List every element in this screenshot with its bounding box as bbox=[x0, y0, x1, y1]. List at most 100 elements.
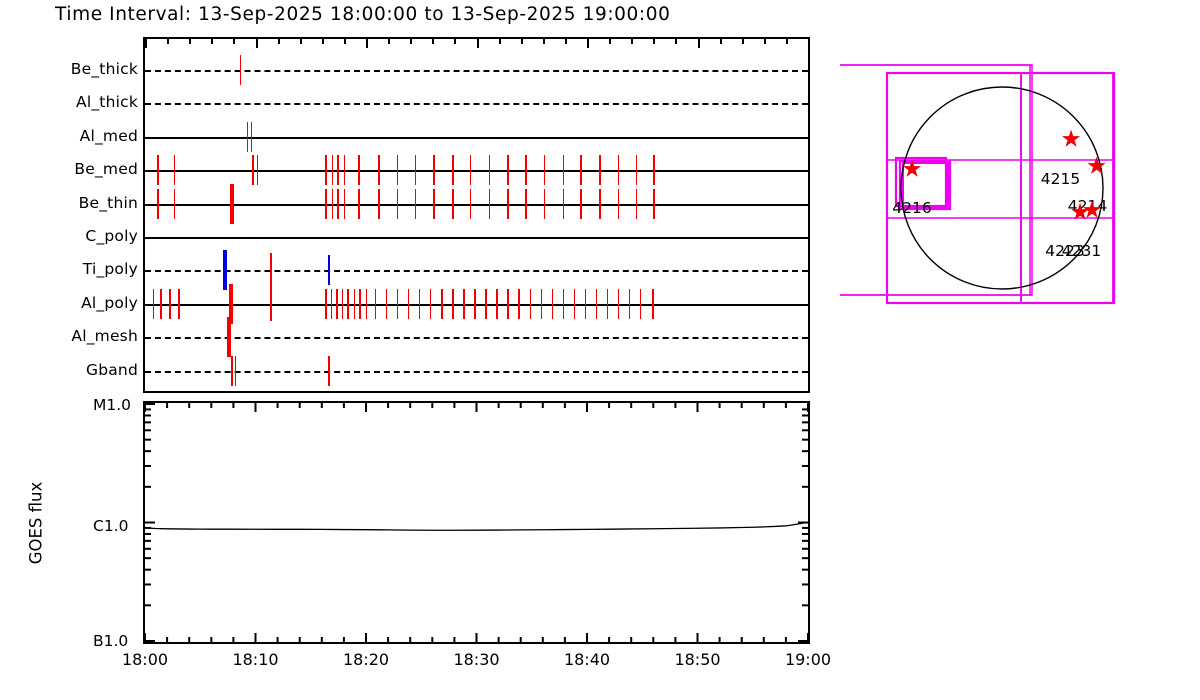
active-region-star-4231: ★ bbox=[1081, 197, 1103, 224]
filter-row-label-be_thin: Be_thin bbox=[78, 193, 138, 212]
filter-row-label-c_poly: C_poly bbox=[85, 227, 138, 245]
event-mark-be_thin bbox=[507, 188, 509, 219]
event-mark-al_mesh bbox=[226, 317, 231, 358]
event-mark-al_poly bbox=[396, 288, 399, 319]
event-mark-al_poly bbox=[419, 288, 421, 319]
goes-x-tick-6: 19:00 bbox=[784, 650, 832, 669]
filter-row-label-gband: Gband bbox=[85, 360, 138, 379]
goes-y-tick-0: M1.0 bbox=[93, 396, 132, 414]
event-mark-be_thin bbox=[157, 188, 159, 219]
page-title: Time Interval: 13-Sep-2025 18:00:00 to 1… bbox=[55, 4, 671, 25]
event-mark-be_med bbox=[252, 155, 254, 186]
event-mark-be_med bbox=[469, 155, 472, 186]
active-region-label-4231: 4231 bbox=[1061, 242, 1102, 261]
event-mark-be_thin bbox=[343, 188, 346, 219]
top-axis-tick bbox=[675, 39, 678, 44]
top-axis-tick bbox=[653, 39, 656, 44]
goes-x-tick-2: 18:20 bbox=[342, 650, 390, 669]
event-mark-be_thin bbox=[325, 188, 327, 219]
event-mark-be_thin bbox=[358, 188, 360, 219]
event-mark-be_med bbox=[378, 155, 380, 186]
goes-x-tick-5: 18:50 bbox=[674, 650, 721, 669]
event-mark-al_poly bbox=[374, 288, 377, 319]
event-mark-ti_poly bbox=[328, 255, 330, 286]
event-mark-be_thin bbox=[469, 188, 472, 219]
event-mark-al_poly bbox=[518, 288, 520, 319]
event-mark-be_med bbox=[331, 155, 334, 186]
active-region-star-4215: ★ bbox=[1060, 126, 1082, 153]
active-region-star-4216: ★ bbox=[901, 156, 923, 183]
event-mark-be_thin bbox=[580, 188, 582, 219]
event-mark-be_thin bbox=[337, 188, 339, 219]
event-mark-be_thin bbox=[635, 188, 637, 219]
top-axis-tick bbox=[631, 39, 634, 44]
filter-row-line-be_thin bbox=[145, 203, 808, 206]
top-axis-tick bbox=[454, 39, 457, 44]
top-axis-tick bbox=[697, 39, 700, 48]
event-mark-be_med bbox=[173, 155, 176, 186]
event-mark-be_med bbox=[358, 155, 360, 186]
solar-limb-circle bbox=[900, 86, 1104, 290]
event-mark-al_poly bbox=[407, 288, 410, 319]
solar-disk-graphic bbox=[835, 64, 1116, 305]
event-mark-al_poly bbox=[551, 288, 554, 319]
active-region-label-4223: 4223 bbox=[1045, 242, 1085, 261]
event-mark-al_med bbox=[251, 121, 253, 152]
event-mark-al_poly bbox=[529, 288, 531, 319]
top-axis-tick bbox=[321, 39, 324, 44]
event-mark-al_poly bbox=[169, 288, 171, 319]
top-axis-tick bbox=[432, 39, 435, 44]
active-region-label-4215: 4215 bbox=[1040, 169, 1081, 188]
event-mark-al_med bbox=[246, 121, 249, 152]
top-axis-tick bbox=[410, 39, 413, 44]
event-mark-be_med bbox=[653, 155, 655, 186]
event-mark-ti_poly bbox=[269, 253, 273, 288]
event-mark-be_thin bbox=[378, 188, 380, 219]
event-mark-be_thin bbox=[488, 188, 491, 219]
event-mark-al_poly bbox=[628, 288, 631, 319]
top-axis-tick bbox=[233, 39, 236, 44]
top-axis-tick bbox=[587, 39, 589, 48]
event-mark-be_med bbox=[635, 155, 637, 186]
event-mark-be_med bbox=[325, 155, 327, 186]
top-axis-tick bbox=[609, 39, 612, 44]
goes-x-tick-3: 18:30 bbox=[453, 650, 500, 669]
event-mark-al_poly bbox=[441, 288, 443, 319]
top-axis-tick bbox=[145, 39, 147, 48]
top-axis-tick bbox=[366, 39, 368, 48]
top-axis-tick bbox=[189, 39, 192, 44]
event-mark-be_thin bbox=[414, 188, 416, 219]
goes-flux-panel bbox=[143, 401, 810, 644]
fov-rectangle bbox=[835, 64, 1033, 296]
event-mark-al_poly bbox=[359, 288, 361, 319]
goes-x-tick-1: 18:10 bbox=[232, 650, 279, 669]
active-region-label-4216: 4216 bbox=[892, 199, 932, 218]
event-mark-al_poly bbox=[485, 288, 487, 319]
event-mark-be_thin bbox=[599, 188, 601, 219]
event-mark-al_poly bbox=[452, 288, 454, 319]
filter-row-line-ti_poly bbox=[145, 270, 808, 273]
top-axis-tick bbox=[564, 39, 567, 44]
filter-row-line-be_med bbox=[145, 170, 808, 173]
event-mark-al_poly bbox=[573, 288, 576, 319]
event-mark-be_med bbox=[543, 155, 546, 186]
event-mark-be_thin bbox=[230, 183, 235, 224]
filter-row-line-al_mesh bbox=[145, 337, 808, 340]
event-mark-al_poly bbox=[347, 288, 349, 319]
event-mark-be_thin bbox=[396, 188, 399, 219]
filter-row-label-al_thick: Al_thick bbox=[76, 93, 138, 112]
fov-rectangle bbox=[898, 159, 952, 211]
filter-row-line-c_poly bbox=[145, 237, 808, 239]
event-mark-be_med bbox=[525, 155, 527, 186]
filter-timeline-panel bbox=[143, 37, 810, 393]
filter-row-label-al_med: Al_med bbox=[79, 126, 138, 145]
filter-timeline-plot-area bbox=[145, 39, 808, 391]
event-mark-al_poly bbox=[562, 288, 565, 319]
top-axis-tick bbox=[277, 39, 280, 44]
top-axis-tick bbox=[785, 39, 788, 44]
event-mark-al_poly bbox=[584, 288, 587, 319]
goes-flux-curve bbox=[145, 403, 808, 642]
active-region-star-4223: ★ bbox=[1069, 199, 1091, 226]
goes-y-tick-2: B1.0 bbox=[93, 632, 129, 650]
